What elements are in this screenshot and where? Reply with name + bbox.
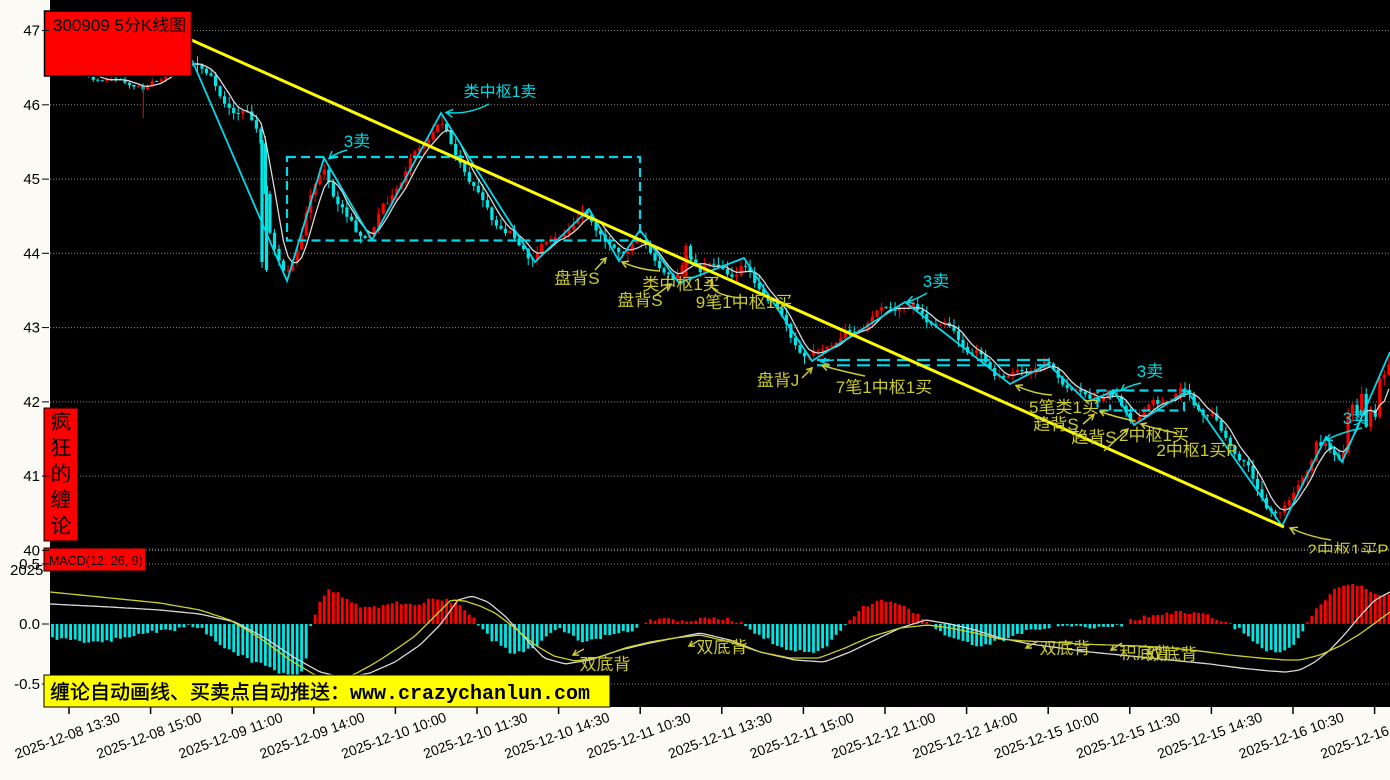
svg-text:3: 3	[1137, 362, 1146, 381]
svg-text:P: P	[1226, 441, 1237, 460]
svg-text:2025: 2025	[10, 562, 43, 579]
svg-text:40: 40	[23, 542, 40, 559]
svg-text:1: 1	[906, 378, 915, 397]
svg-text:1: 1	[1073, 398, 1082, 417]
svg-text:S: S	[588, 269, 599, 288]
svg-text:44: 44	[23, 245, 40, 262]
svg-text:J: J	[791, 371, 800, 390]
svg-text:2: 2	[1119, 426, 1128, 445]
svg-text:2: 2	[1156, 441, 1165, 460]
svg-text:9: 9	[696, 293, 705, 312]
svg-text:7: 7	[836, 378, 845, 397]
svg-text:1: 1	[1200, 441, 1209, 460]
svg-text:S: S	[1105, 428, 1116, 447]
svg-text:47: 47	[23, 23, 40, 40]
svg-text:S: S	[1067, 415, 1078, 434]
svg-text:2: 2	[1307, 541, 1316, 560]
svg-text:3: 3	[1343, 409, 1352, 428]
svg-text:1: 1	[693, 275, 702, 294]
svg-text:0.5: 0.5	[19, 556, 40, 573]
svg-text:P: P	[1377, 541, 1388, 560]
svg-text:1: 1	[1351, 541, 1360, 560]
svg-text:46: 46	[23, 97, 40, 114]
svg-text:www.crazychanlun.com: www.crazychanlun.com	[350, 683, 590, 706]
svg-text:300909 5: 300909 5	[53, 16, 124, 35]
svg-text:-0.5: -0.5	[14, 676, 40, 693]
svg-text:43: 43	[23, 320, 40, 337]
svg-text:1: 1	[512, 84, 521, 101]
svg-text:S: S	[651, 291, 662, 310]
svg-text:1: 1	[722, 293, 731, 312]
svg-text:1: 1	[766, 293, 775, 312]
svg-text:45: 45	[23, 171, 40, 188]
svg-text:5: 5	[1029, 398, 1038, 417]
svg-text:1: 1	[862, 378, 871, 397]
svg-text:K: K	[141, 16, 153, 35]
svg-text:MACD(12, 26, 9): MACD(12, 26, 9)	[49, 554, 143, 568]
svg-text:0.0: 0.0	[19, 616, 40, 633]
svg-text:1: 1	[1163, 426, 1172, 445]
svg-text:42: 42	[23, 394, 40, 411]
svg-text:41: 41	[23, 468, 40, 485]
svg-text:3: 3	[344, 132, 353, 151]
svg-text:3: 3	[923, 272, 932, 291]
